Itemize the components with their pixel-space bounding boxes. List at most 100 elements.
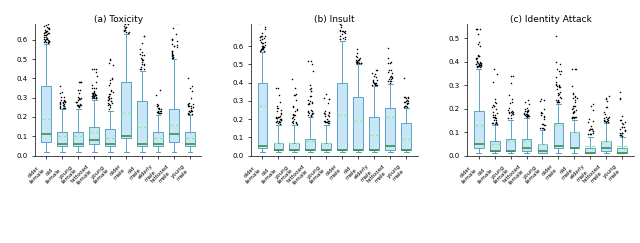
Point bbox=[555, 85, 565, 89]
Point bbox=[120, 28, 130, 32]
Point bbox=[588, 102, 598, 106]
Point bbox=[74, 105, 84, 109]
Point bbox=[351, 61, 362, 65]
Point bbox=[169, 44, 179, 48]
Point bbox=[536, 97, 546, 101]
Point bbox=[166, 50, 177, 54]
Point bbox=[106, 96, 116, 100]
Point bbox=[41, 37, 51, 41]
Point bbox=[121, 25, 131, 29]
Point bbox=[168, 53, 179, 57]
Point bbox=[275, 120, 285, 124]
Point bbox=[384, 77, 394, 80]
Bar bbox=[257, 83, 268, 148]
Point bbox=[335, 37, 345, 41]
Point bbox=[472, 64, 482, 68]
Point bbox=[75, 80, 85, 84]
Point bbox=[89, 89, 99, 93]
Point bbox=[340, 29, 350, 33]
Point bbox=[340, 31, 350, 35]
Point bbox=[321, 120, 331, 124]
Point bbox=[41, 29, 51, 33]
Point bbox=[539, 123, 549, 127]
Point bbox=[370, 72, 380, 76]
Point bbox=[305, 101, 315, 105]
Point bbox=[273, 106, 284, 110]
Point bbox=[289, 93, 300, 97]
Point bbox=[588, 119, 598, 122]
Point bbox=[71, 100, 81, 104]
Point bbox=[505, 101, 515, 105]
Point bbox=[292, 108, 302, 112]
Point bbox=[119, 21, 129, 25]
Point bbox=[335, 22, 345, 26]
Point bbox=[92, 75, 102, 78]
Point bbox=[274, 119, 284, 123]
Point bbox=[306, 114, 316, 118]
Point bbox=[304, 112, 314, 115]
Point bbox=[258, 45, 268, 49]
Point bbox=[167, 37, 177, 41]
Point bbox=[91, 96, 101, 100]
Point bbox=[289, 113, 300, 117]
Point bbox=[502, 108, 513, 112]
Point bbox=[401, 104, 411, 108]
Point bbox=[58, 103, 68, 107]
Point bbox=[120, 22, 130, 26]
Point bbox=[617, 131, 627, 135]
Point bbox=[103, 98, 113, 102]
Point bbox=[40, 30, 50, 34]
Point bbox=[89, 96, 99, 100]
Point bbox=[40, 28, 50, 32]
Point bbox=[401, 102, 412, 106]
Point bbox=[372, 78, 382, 82]
Point bbox=[136, 56, 146, 60]
Bar bbox=[602, 141, 611, 151]
Point bbox=[104, 107, 114, 111]
Point bbox=[121, 1, 131, 5]
Point bbox=[104, 81, 115, 85]
Point bbox=[539, 117, 549, 121]
Point bbox=[92, 86, 102, 90]
Point bbox=[271, 116, 282, 120]
Bar bbox=[337, 83, 348, 150]
Point bbox=[307, 112, 317, 116]
Point bbox=[275, 122, 285, 125]
Point bbox=[289, 113, 299, 117]
Point bbox=[617, 131, 627, 135]
Point bbox=[106, 99, 116, 103]
Point bbox=[472, 64, 483, 68]
Point bbox=[554, 83, 564, 87]
Point bbox=[386, 61, 396, 64]
Point bbox=[566, 116, 577, 120]
Point bbox=[490, 113, 500, 117]
Point bbox=[567, 67, 577, 71]
Point bbox=[473, 53, 483, 57]
Point bbox=[87, 87, 97, 90]
Point bbox=[275, 114, 285, 118]
Point bbox=[473, 61, 483, 65]
Point bbox=[60, 100, 70, 104]
Point bbox=[604, 120, 614, 123]
Point bbox=[401, 96, 411, 100]
Point bbox=[320, 109, 330, 113]
Point bbox=[73, 88, 83, 92]
Point bbox=[615, 133, 625, 137]
Point bbox=[551, 98, 561, 102]
Point bbox=[259, 49, 269, 52]
Point bbox=[601, 96, 611, 100]
Point bbox=[44, 40, 54, 44]
Point bbox=[43, 15, 53, 18]
Point bbox=[275, 119, 285, 122]
Point bbox=[385, 61, 395, 65]
Point bbox=[602, 115, 612, 119]
Point bbox=[538, 126, 548, 130]
Point bbox=[289, 117, 300, 121]
Point bbox=[256, 13, 266, 17]
Point bbox=[44, 26, 54, 30]
Point bbox=[137, 57, 147, 61]
Point bbox=[604, 94, 614, 98]
Point bbox=[337, 25, 347, 29]
Point bbox=[584, 132, 595, 136]
Point bbox=[471, 57, 481, 61]
